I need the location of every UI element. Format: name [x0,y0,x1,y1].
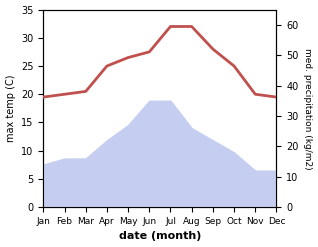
Y-axis label: med. precipitation (kg/m2): med. precipitation (kg/m2) [303,48,313,169]
Y-axis label: max temp (C): max temp (C) [5,75,16,142]
X-axis label: date (month): date (month) [119,231,201,242]
